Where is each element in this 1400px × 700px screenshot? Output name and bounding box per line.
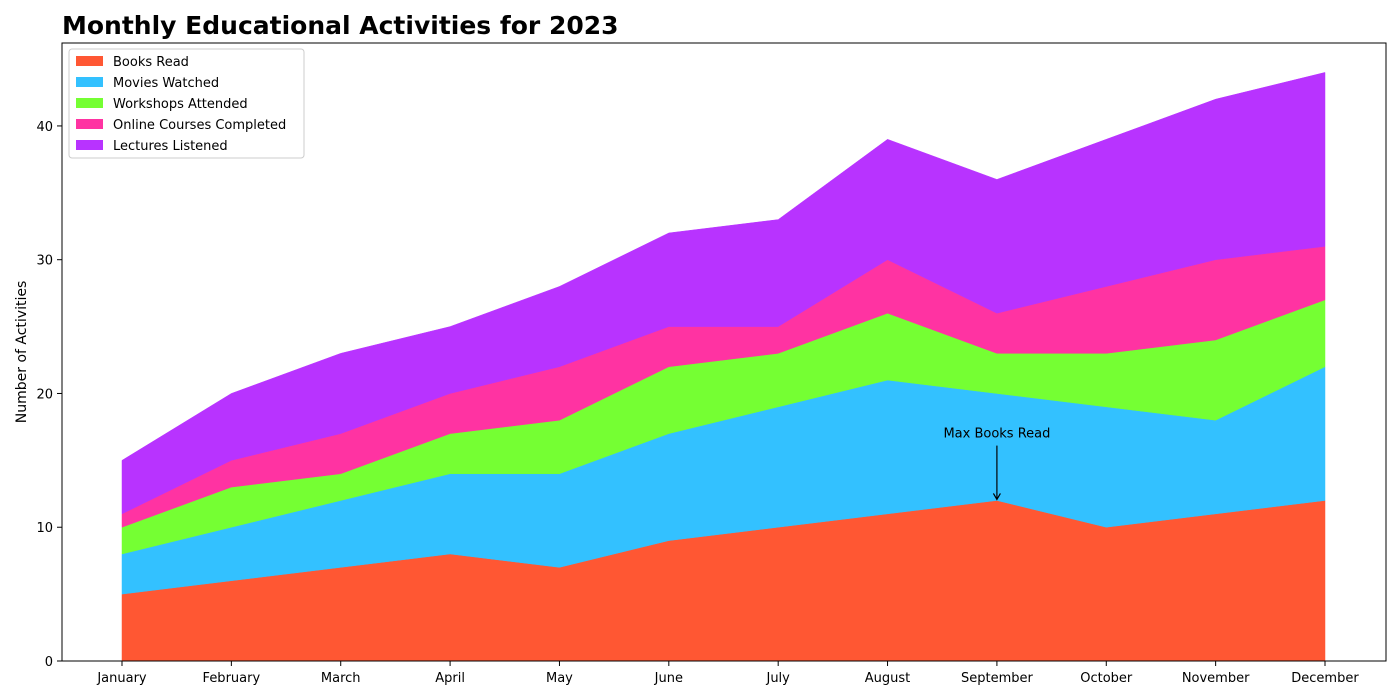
- legend-box: [68, 48, 305, 159]
- x-tick-label: July: [765, 671, 790, 686]
- x-tick-label: December: [1291, 671, 1359, 686]
- y-tick-label: 40: [36, 120, 53, 135]
- legend-swatch: [76, 98, 103, 108]
- plot-frame: [61, 42, 1387, 662]
- legend-label: Workshops Attended: [113, 97, 248, 112]
- y-axis: 0 10 20 30 40: [36, 120, 62, 670]
- legend-swatch: [76, 77, 103, 87]
- x-tick-label: November: [1182, 671, 1250, 686]
- legend-label: Lectures Listened: [113, 139, 228, 154]
- area-lectures-listened: [121, 72, 1326, 515]
- x-tick-label: April: [435, 671, 465, 686]
- y-tick-label: 10: [36, 521, 53, 536]
- x-tick-label: May: [546, 671, 573, 686]
- annotation: Max Books Read: [943, 427, 1050, 501]
- x-tick-label: February: [203, 671, 261, 686]
- x-tick-label: January: [96, 671, 147, 686]
- legend-swatch: [76, 140, 103, 150]
- y-axis-label: Number of Activities: [14, 281, 30, 424]
- areas-layer: [121, 72, 1326, 662]
- legend-label: Books Read: [113, 55, 189, 70]
- legend: Books Read Movies Watched Workshops Attend…: [68, 48, 305, 159]
- x-tick-label: June: [654, 671, 683, 686]
- annotation-text: Max Books Read: [943, 427, 1050, 442]
- annotation-arrowhead: [992, 493, 1001, 501]
- legend-label: Movies Watched: [113, 76, 219, 91]
- x-tick-label: September: [961, 671, 1034, 686]
- x-axis: January February March April May June July Augu…: [96, 661, 1359, 686]
- legend-swatch: [76, 119, 103, 129]
- legend-swatch: [76, 56, 103, 66]
- y-tick-label: 0: [45, 655, 53, 670]
- x-tick-label: August: [865, 671, 911, 686]
- legend-label: Online Courses Completed: [113, 118, 286, 133]
- y-tick-label: 30: [36, 254, 53, 269]
- chart-title: Monthly Educational Activities for 2023: [62, 11, 619, 40]
- x-tick-label: October: [1080, 671, 1133, 686]
- x-tick-label: March: [321, 671, 361, 686]
- y-tick-label: 20: [36, 387, 53, 402]
